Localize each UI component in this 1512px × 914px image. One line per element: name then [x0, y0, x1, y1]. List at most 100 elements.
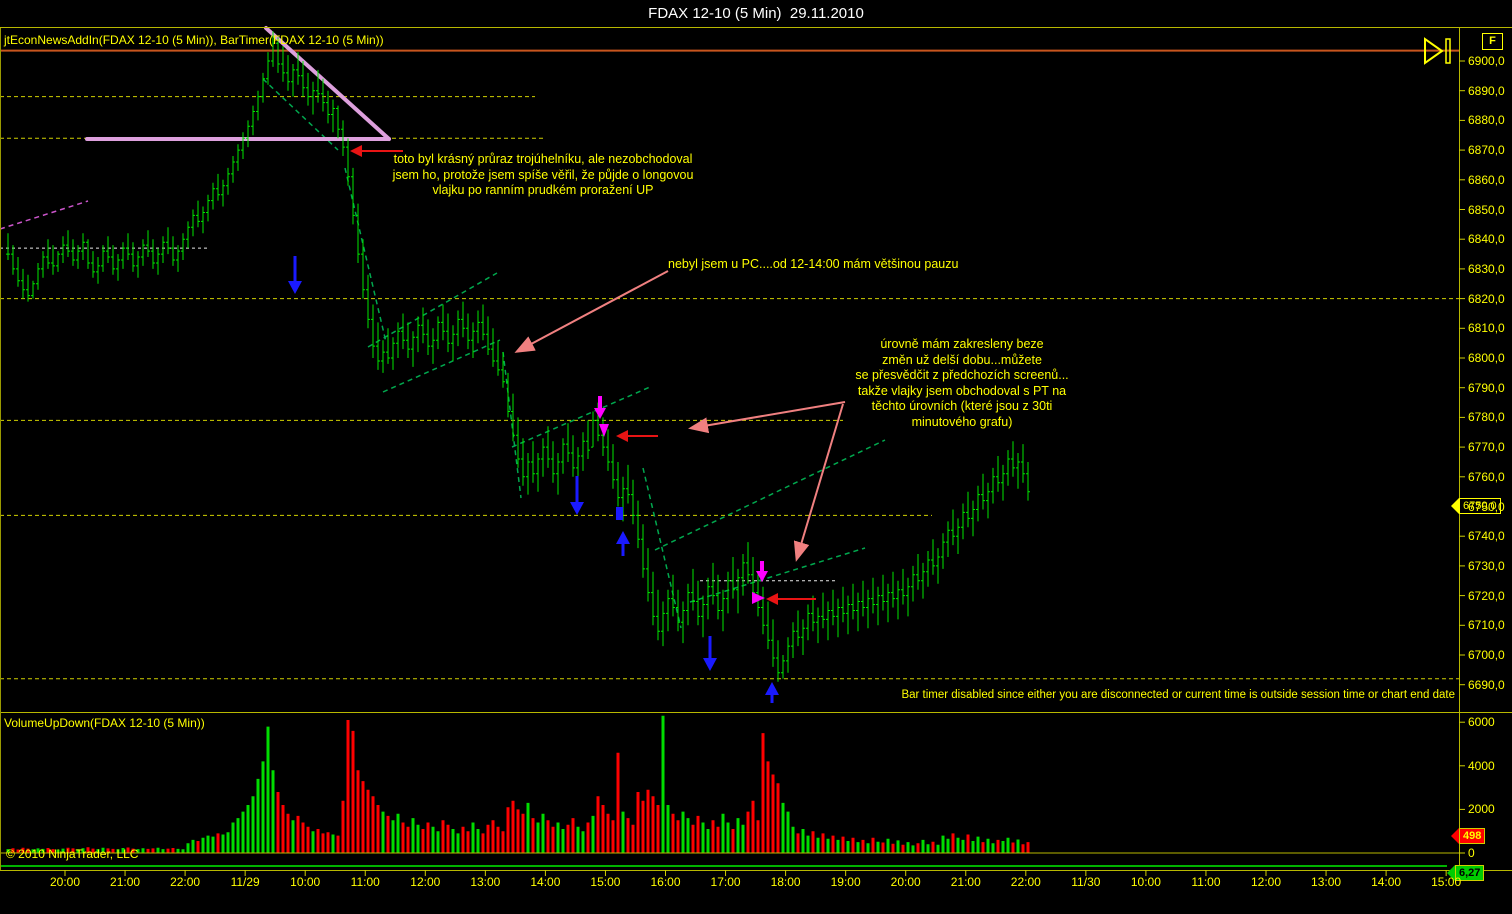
volume-tick-label: 4000 [1468, 758, 1495, 773]
time-tick-label: 11:00 [350, 875, 380, 889]
time-tick-label: 13:00 [1311, 875, 1342, 889]
price-tick-label: 6810,0 [1468, 321, 1505, 336]
time-tick-label: 11:00 [1191, 875, 1221, 889]
marker-pointer-icon [1451, 498, 1459, 514]
price-tick-label: 6840,0 [1468, 232, 1505, 247]
annotation-pointer-arrow [793, 403, 844, 562]
price-tick-label: 6690,0 [1468, 677, 1505, 692]
price-tick-label: 6820,0 [1468, 291, 1505, 306]
time-tick-label: 11/30 [1071, 875, 1101, 889]
price-tick-label: 6790,0 [1468, 380, 1505, 395]
volume-tick-label: 6000 [1468, 715, 1495, 730]
price-tick-label: 6710,0 [1468, 618, 1505, 633]
marker-pointer-icon [1447, 865, 1455, 881]
volume-bars-down [11, 720, 1030, 853]
last-volume-marker: 498 [1451, 828, 1486, 844]
red-left-arrow-head [350, 145, 362, 157]
time-tick-label: 20:00 [890, 875, 921, 889]
small-right-arrow [752, 592, 765, 604]
down-arrow-head [570, 502, 584, 515]
price-bars [6, 31, 1030, 682]
price-tick-label: 6830,0 [1468, 261, 1505, 276]
time-tick-label: 17:00 [710, 875, 741, 889]
time-tick-label: 10:00 [1130, 875, 1161, 889]
annotation-levels-note: úrovně mám zakresleny beze změn už delší… [855, 337, 1069, 429]
up-arrow-head [765, 682, 779, 695]
price-tick-label: 6780,0 [1468, 410, 1505, 425]
time-tick-label: 10:00 [290, 875, 321, 889]
time-tick-label: 12:00 [1250, 875, 1282, 889]
down-arrow-head [756, 571, 768, 582]
trendline [654, 439, 886, 551]
price-tick-label: 6900,0 [1468, 54, 1505, 68]
entry-marker [616, 507, 623, 520]
price-tick-label: 6860,0 [1468, 172, 1505, 187]
time-tick-label: 21:00 [110, 875, 141, 889]
volume-indicator-label: VolumeUpDown(FDAX 12-10 (5 Min)) [4, 716, 205, 730]
bar-timer-value: 6,27 [1455, 865, 1485, 881]
copyright-text: © 2010 NinjaTrader, LLC [6, 847, 139, 861]
time-tick-label: 19:00 [830, 875, 861, 889]
play-pause-icon[interactable] [1423, 37, 1453, 70]
last-price-marker: 6750,0 [1451, 498, 1501, 514]
small-down-arrow [599, 424, 609, 437]
time-tick-label: 15:00 [590, 875, 621, 889]
time-tick-label: 16:00 [650, 875, 681, 889]
red-left-arrow-head [766, 593, 778, 605]
time-tick-label: 14:00 [1371, 875, 1402, 889]
price-tick-label: 6720,0 [1468, 588, 1505, 603]
volume-tick-label: 0 [1468, 846, 1475, 860]
price-tick-label: 6880,0 [1468, 113, 1505, 128]
trendline [367, 272, 498, 348]
time-tick-label: 18:00 [770, 875, 801, 889]
trendline [344, 167, 387, 343]
page-title: FDAX 12-10 (5 Min) 29.11.2010 [648, 5, 864, 22]
trendline [689, 547, 866, 603]
price-tick-label: 6700,0 [1468, 648, 1505, 662]
annotation-triangle-breakout: toto byl krásný průraz trojúhelníku, ale… [392, 152, 694, 197]
time-tick-label: 12:00 [410, 875, 441, 889]
time-tick-label: 13:00 [470, 875, 501, 889]
time-tick-label: 14:00 [530, 875, 561, 889]
up-arrow-head [616, 531, 630, 544]
trendline [642, 467, 682, 629]
price-tick-label: 6760,0 [1468, 469, 1505, 484]
time-tick-label: 20:00 [49, 875, 81, 889]
price-tick-label: 6850,0 [1468, 202, 1505, 217]
annotation-pointer-arrow [688, 401, 846, 434]
window-title-bar: FDAX 12-10 (5 Min) 29.11.2010 [0, 0, 1512, 27]
down-arrow-head [594, 408, 606, 419]
instrument-f-button[interactable]: F [1482, 33, 1503, 50]
volume-tick-label: 2000 [1468, 802, 1495, 817]
price-tick-label: 6870,0 [1468, 143, 1505, 158]
marker-pointer-icon [1451, 828, 1459, 844]
price-tick-label: 6800,0 [1468, 351, 1505, 365]
trendline [502, 351, 522, 499]
trendline [0, 200, 89, 230]
volume-bars-up [6, 715, 1020, 853]
price-tick-label: 6730,0 [1468, 558, 1505, 573]
last-price-value: 6750,0 [1459, 498, 1501, 514]
down-arrow-head [288, 281, 302, 294]
triangle-pattern-line [264, 26, 391, 141]
price-tick-label: 6750,0 [1468, 499, 1505, 514]
price-tick-label: 6890,0 [1468, 83, 1505, 98]
red-left-arrow-head [616, 430, 628, 442]
bar-timer-notice: Bar timer disabled since either you are … [901, 689, 1455, 701]
bar-timer-marker: 6,27 [1447, 865, 1485, 881]
time-tick-label: 11/29 [230, 875, 260, 889]
annotation-away-from-pc: nebyl jsem u PC....od 12-14:00 mám větši… [668, 257, 959, 271]
time-tick-label: 15:00 [1431, 875, 1462, 889]
annotation-pointer-arrow [514, 270, 669, 353]
time-tick-label: 22:00 [170, 875, 201, 889]
price-tick-label: 6740,0 [1468, 529, 1505, 544]
indicator-label: jtEconNewsAddIn(FDAX 12-10 (5 Min)), Bar… [4, 33, 384, 47]
trendline [382, 339, 501, 393]
time-tick-label: 21:00 [950, 875, 981, 889]
trendline [511, 386, 651, 448]
time-tick-label: 22:00 [1010, 875, 1041, 889]
price-tick-label: 6770,0 [1468, 440, 1505, 455]
down-arrow-head [703, 658, 717, 671]
